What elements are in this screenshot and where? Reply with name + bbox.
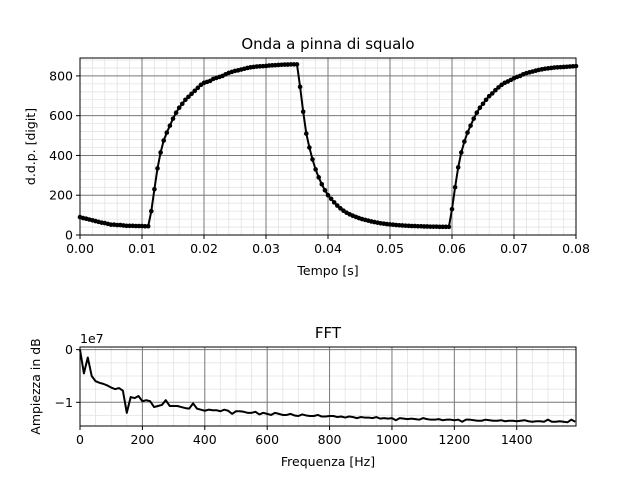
data-point — [300, 109, 306, 114]
data-point — [459, 150, 464, 155]
chart-top-markers — [77, 62, 579, 230]
x-tick-label: 0.06 — [438, 241, 466, 256]
x-tick-label: 0.00 — [66, 241, 94, 256]
x-tick-label: 1400 — [501, 432, 533, 447]
x-tick-label: 0.04 — [314, 241, 342, 256]
series-line — [79, 349, 576, 424]
data-point — [170, 116, 176, 121]
data-point — [173, 110, 179, 115]
data-point — [446, 224, 452, 230]
data-point — [167, 123, 173, 128]
chart-bottom-ticks: 0 200 400 600 800 1000 1200 1400 0 −1 — [55, 342, 533, 447]
data-point — [322, 187, 328, 193]
y-tick-label: −1 — [55, 395, 73, 410]
data-point — [149, 208, 154, 214]
data-point — [192, 88, 197, 94]
data-point — [180, 101, 185, 107]
data-point — [189, 91, 194, 97]
chart-top-ticks: 0.00 0.01 0.02 0.03 0.04 0.05 0.06 0.07 0.08 0 200… — [49, 68, 590, 256]
y-tick-label: 0 — [65, 342, 73, 357]
x-tick-label: 0.03 — [252, 241, 280, 256]
data-point — [338, 206, 343, 211]
y-tick-label: 400 — [49, 148, 73, 163]
data-point — [483, 97, 489, 103]
chart-bottom-grid — [79, 347, 576, 426]
data-point — [195, 85, 201, 91]
data-point — [328, 196, 334, 202]
data-point — [313, 167, 318, 172]
y-tick-label: 600 — [49, 108, 73, 123]
x-tick-label: 1200 — [438, 432, 470, 447]
x-tick-label: 0.01 — [128, 241, 156, 256]
data-point — [186, 94, 191, 100]
data-point — [477, 105, 483, 111]
data-point — [335, 203, 340, 208]
data-point — [294, 62, 300, 67]
data-point — [145, 223, 151, 229]
y-tick-label: 800 — [49, 68, 73, 83]
data-point — [316, 175, 322, 180]
x-tick-label: 400 — [193, 432, 217, 447]
data-point — [455, 165, 461, 170]
chart-bottom-ylabel: Ampiezza in dB — [28, 338, 43, 434]
chart-bottom-title: FFT — [315, 324, 342, 342]
data-point — [462, 139, 467, 144]
x-tick-label: 0.08 — [562, 241, 590, 256]
x-tick-label: 600 — [255, 432, 279, 447]
data-point — [307, 145, 312, 150]
chart-bottom-offset-text: 1e7 — [80, 331, 104, 346]
data-point — [468, 123, 473, 128]
chart-bottom-frame — [79, 346, 577, 427]
data-point — [471, 116, 477, 121]
x-tick-label: 0.07 — [500, 241, 528, 256]
x-tick-label: 0 — [76, 432, 84, 447]
data-point — [452, 184, 458, 190]
y-tick-label: 0 — [65, 228, 73, 243]
chart-bottom-series — [79, 349, 576, 424]
data-point — [486, 93, 492, 99]
chart-top-xlabel: Tempo [s] — [296, 263, 358, 278]
data-point — [155, 166, 160, 171]
data-point — [474, 110, 480, 115]
x-tick-label: 800 — [318, 432, 342, 447]
data-point — [480, 101, 486, 107]
chart-top: 0.00 0.01 0.02 0.03 0.04 0.05 0.06 0.07 0.08 0 200… — [23, 35, 590, 278]
data-point — [164, 130, 170, 135]
data-point — [304, 131, 309, 136]
data-point — [183, 97, 188, 103]
data-point — [176, 105, 182, 111]
data-point — [325, 192, 331, 198]
x-tick-label: 0.02 — [190, 241, 218, 256]
x-tick-label: 1000 — [376, 432, 408, 447]
data-point — [496, 85, 501, 90]
data-point — [310, 157, 315, 162]
data-point — [449, 206, 455, 212]
data-point — [465, 130, 470, 135]
data-point — [297, 84, 303, 90]
data-point — [490, 91, 495, 96]
chart-top-ylabel: d.d.p. [digit] — [23, 108, 38, 185]
data-point — [161, 138, 166, 143]
data-point — [493, 87, 498, 93]
chart-top-title: Onda a pinna di squalo — [241, 35, 414, 53]
chart-bottom-xlabel: Frequenza [Hz] — [281, 454, 375, 469]
data-point — [319, 181, 325, 187]
x-tick-label: 0.05 — [376, 241, 404, 256]
data-point — [152, 186, 157, 192]
data-point — [158, 150, 163, 155]
data-point — [331, 200, 337, 205]
y-tick-label: 200 — [49, 188, 73, 203]
x-tick-label: 200 — [130, 432, 154, 447]
chart-bottom: 0 200 400 600 800 1000 1200 1400 0 −1 FFT 1e7 Fre… — [28, 324, 577, 469]
